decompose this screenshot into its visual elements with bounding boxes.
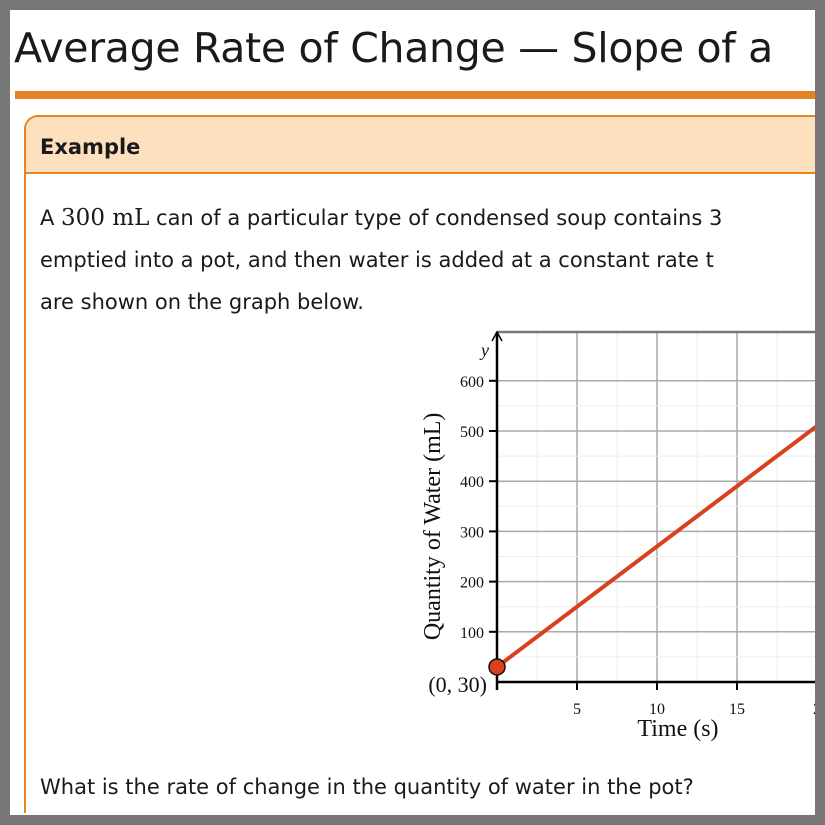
text: A	[40, 206, 62, 230]
x-tick-label: 5	[573, 701, 581, 718]
x-tick-label: 2	[813, 701, 815, 718]
y-tick-label: 600	[460, 374, 484, 391]
text: emptied into a pot, and then water is ad…	[40, 248, 714, 272]
start-point	[488, 658, 506, 676]
page: Average Rate of Change — Slope of a Exam…	[10, 10, 815, 815]
start-point-label: (0, 30)	[428, 672, 487, 697]
y-axis-label: Quantity of Water (mL)	[420, 413, 446, 641]
text: are shown on the graph below.	[40, 290, 364, 314]
water-chart: y 5 10 15 2 100 200 300 400 500 600 Time (s) Quantit…	[420, 330, 815, 742]
y-tick-label: 300	[460, 524, 484, 541]
y-tick-label: 500	[460, 424, 484, 441]
y-tick-label: 200	[460, 575, 484, 592]
x-tick-label: 10	[649, 701, 665, 718]
title-divider	[15, 91, 815, 99]
question-text: What is the rate of change in the quanti…	[40, 775, 694, 799]
example-box: Example A 300 mL can of a particular typ…	[24, 115, 815, 813]
x-tick-label: 15	[729, 701, 745, 718]
series-line	[495, 424, 815, 669]
y-tick-label: 400	[460, 474, 484, 491]
y-axis-arrow-icon	[491, 330, 503, 342]
y-axis-letter: y	[479, 340, 489, 360]
page-title: Average Rate of Change — Slope of a	[14, 24, 773, 72]
text: can of a particular type of condensed so…	[149, 206, 723, 230]
x-axis-label: Time (s)	[637, 716, 718, 742]
example-text: A 300 mL can of a particular type of con…	[40, 197, 815, 323]
example-heading: Example	[40, 135, 141, 159]
math-volume: 300 mL	[61, 205, 150, 231]
example-header: Example	[26, 117, 815, 174]
y-tick-label: 100	[460, 625, 484, 642]
